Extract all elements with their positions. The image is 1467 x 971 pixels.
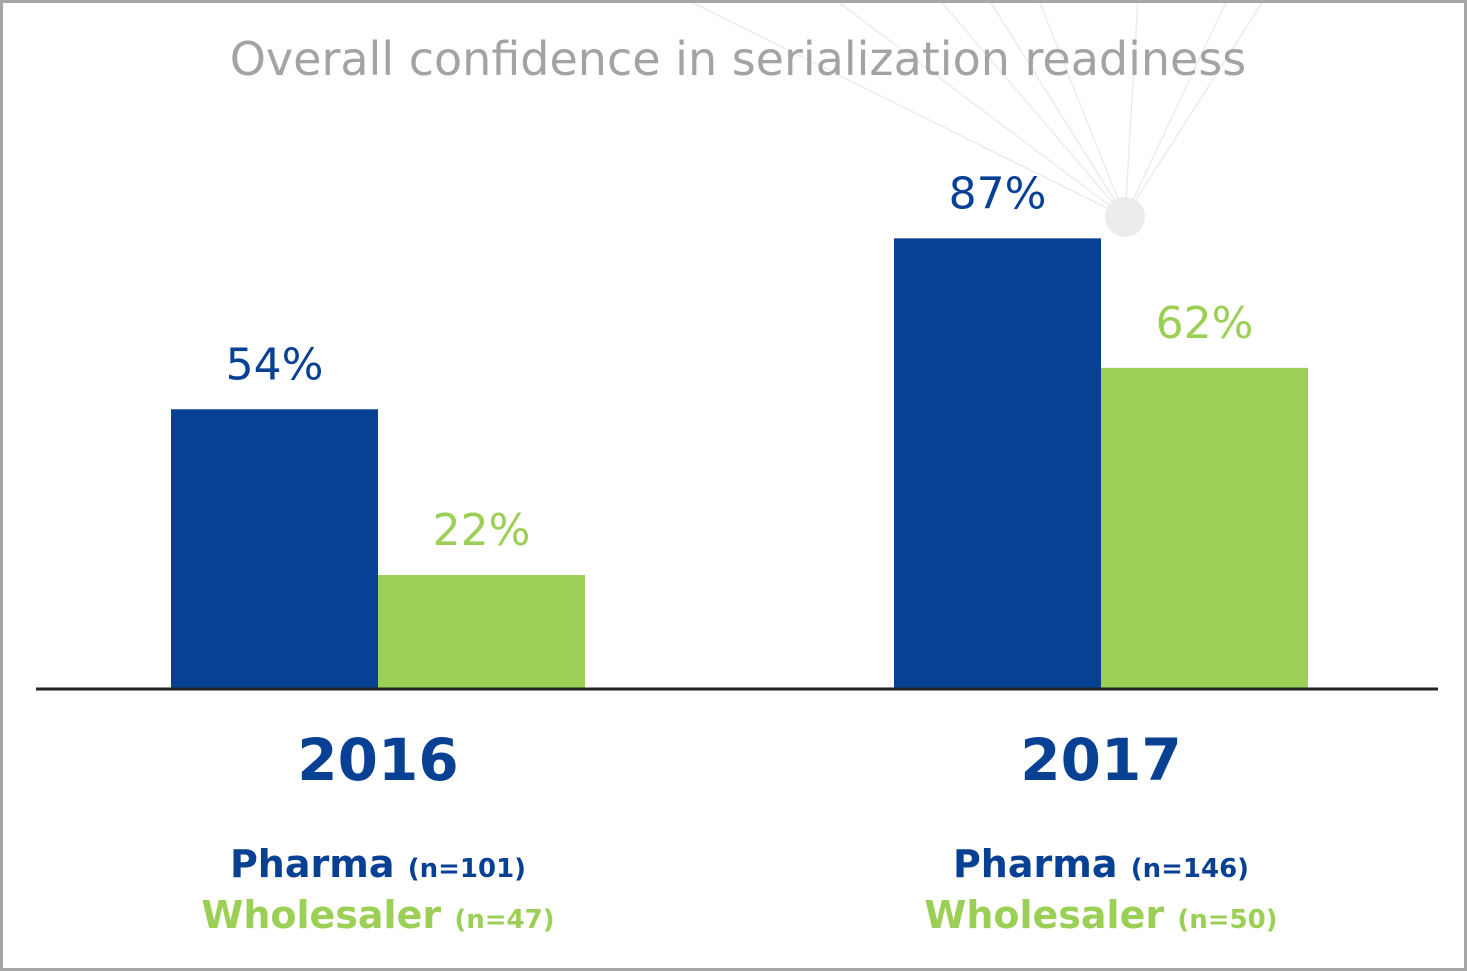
value-label-wholesaler-2017: 62%: [1156, 298, 1254, 349]
bar-pharma-2017: [894, 238, 1101, 689]
value-labels-group: 54% 22% 87% 62%: [226, 168, 1254, 556]
legend-name: Wholesaler: [201, 893, 454, 937]
legend-entry-pharma-2017: Pharma (n=146): [953, 842, 1249, 886]
legend-entry-pharma-2016: Pharma (n=101): [230, 842, 526, 886]
legend-name: Pharma: [953, 842, 1131, 886]
legend-sample-size: (n=146): [1131, 854, 1249, 884]
category-label-2017: 2017: [1020, 726, 1181, 794]
bar-wholesaler-2017: [1101, 367, 1308, 689]
legend-group: Pharma (n=101) Wholesaler (n=47) Pharma (n…: [201, 842, 1277, 937]
legend-sample-size: (n=47): [454, 905, 554, 935]
legend-sample-size: (n=50): [1177, 905, 1277, 935]
legend-entry-wholesaler-2016: Wholesaler (n=47): [201, 893, 554, 937]
bar-chart: Overall confidence in serialization read…: [36, 3, 1438, 937]
category-label-2016: 2016: [297, 726, 458, 794]
legend-entry-wholesaler-2017: Wholesaler (n=50): [924, 893, 1277, 937]
legend-name: Pharma: [230, 842, 408, 886]
legend-sample-size: (n=101): [408, 854, 526, 884]
bar-pharma-2016: [171, 409, 378, 689]
bars-group: [171, 238, 1308, 689]
bar-wholesaler-2016: [378, 575, 585, 689]
value-label-pharma-2016: 54%: [226, 339, 324, 390]
chart-title: Overall confidence in serialization read…: [230, 32, 1247, 86]
legend-name: Wholesaler: [924, 893, 1177, 937]
category-labels-group: 2016 2017: [297, 726, 1181, 794]
decorative-network: [691, 3, 1263, 237]
value-label-wholesaler-2016: 22%: [433, 505, 531, 556]
value-label-pharma-2017: 87%: [949, 168, 1047, 219]
